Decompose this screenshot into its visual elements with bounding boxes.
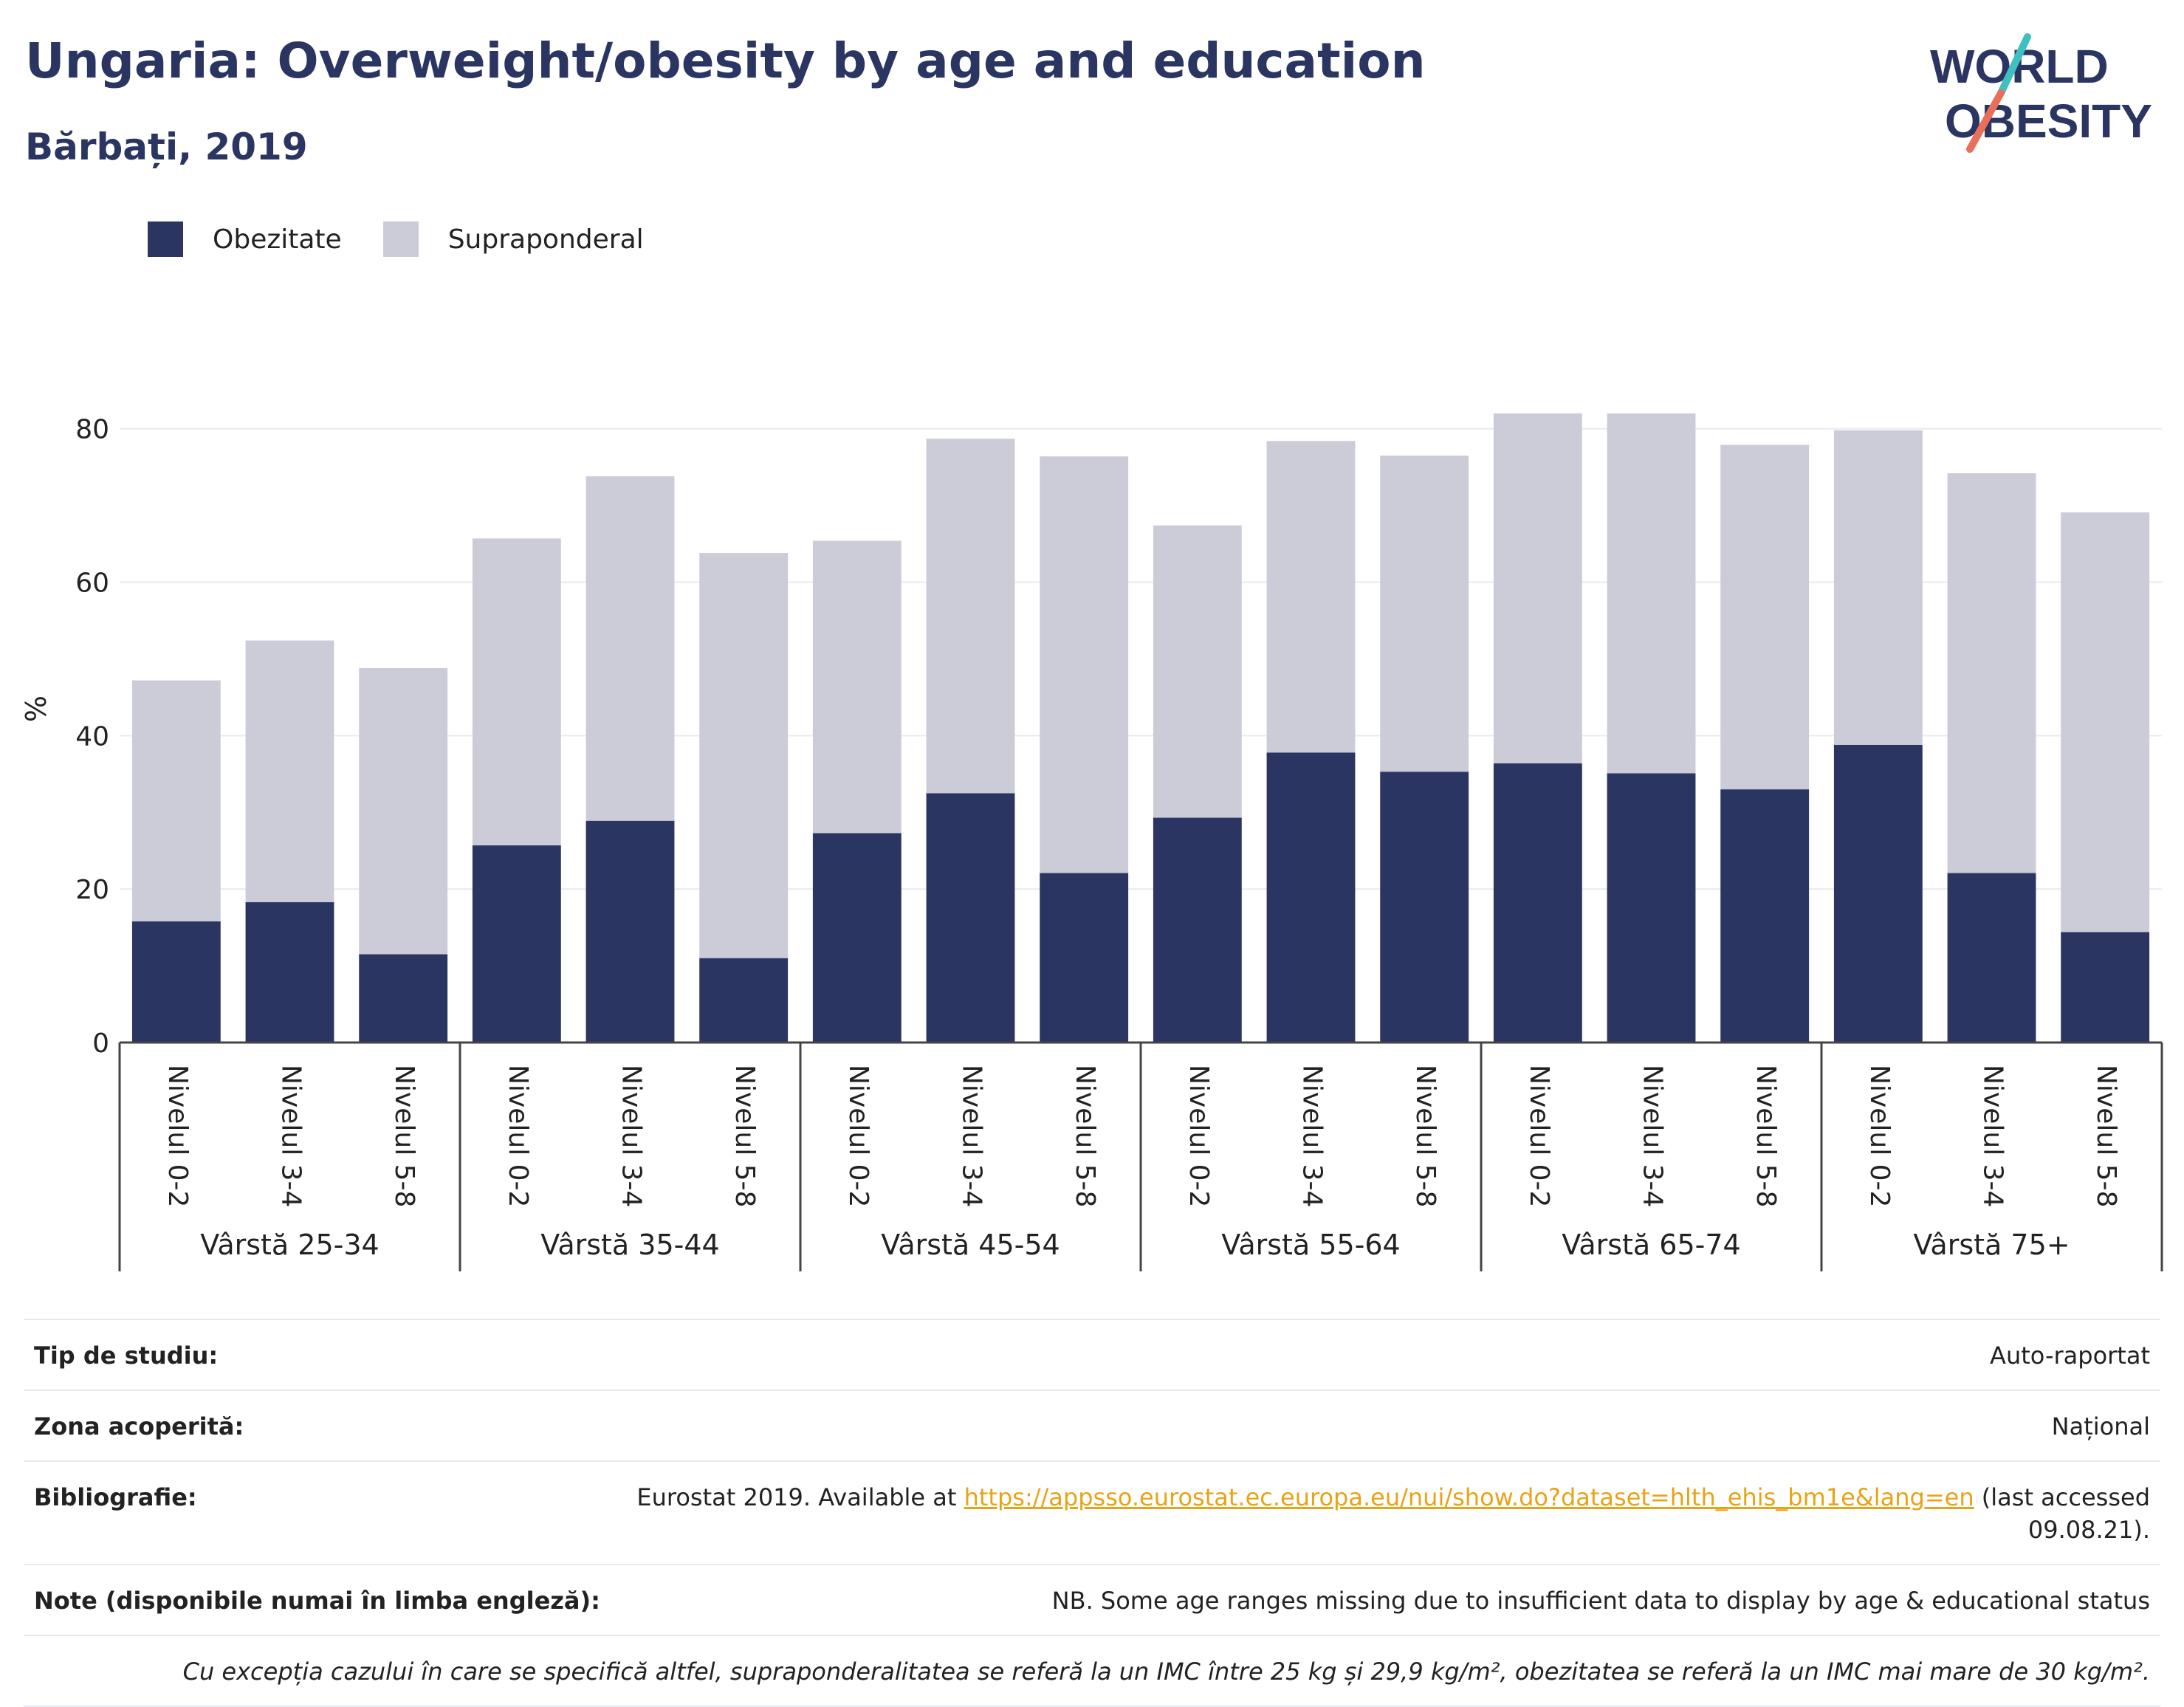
bar-supraponderal	[2061, 512, 2150, 933]
group-label: Vârstă 65-74	[1562, 1229, 1740, 1261]
x-tick-label: Nivelul 5-8	[729, 1065, 760, 1207]
x-tick-label: Nivelul 3-4	[1638, 1065, 1668, 1207]
x-tick-label: Nivelul 0-2	[843, 1065, 873, 1207]
bar-supraponderal	[1833, 430, 1923, 745]
x-tick-label: Nivelul 5-8	[1070, 1065, 1100, 1207]
bar-obezitate	[1493, 763, 1582, 1043]
bar-supraponderal	[245, 640, 334, 902]
bar-obezitate	[245, 901, 334, 1043]
logo-accent-teal	[1997, 33, 2031, 97]
bar-obezitate	[1153, 817, 1242, 1043]
x-tick-label: Nivelul 3-4	[276, 1065, 306, 1207]
info-label: Note (disponibile numai în limba engleză…	[34, 1587, 600, 1615]
bar-supraponderal	[586, 476, 675, 821]
x-tick-label: Nivelul 0-2	[1524, 1065, 1554, 1207]
y-tick-label: 60	[75, 569, 109, 599]
bar-chart: 0 20 40 60 80% Nivelul 0-2 Nivelul 3-4 Nivelul …	[20, 413, 2163, 1271]
info-label: Bibliografie:	[34, 1483, 197, 1511]
bar-supraponderal	[699, 553, 789, 958]
bar-obezitate	[812, 833, 902, 1043]
info-row-tip-studiu: Tip de studiu: Auto-raportat	[24, 1320, 2160, 1391]
info-row-zona: Zona acoperită: Național	[24, 1391, 2160, 1462]
bar-obezitate	[1380, 772, 1469, 1043]
info-value: Eurostat 2019. Available at https://apps…	[629, 1481, 2150, 1546]
x-tick-label: Nivelul 3-4	[1297, 1065, 1328, 1207]
bar-supraponderal	[1493, 413, 1582, 763]
chart-title: Ungaria: Overweight/obesity by age and e…	[25, 32, 1426, 89]
group-label: Vârstă 55-64	[1221, 1229, 1400, 1261]
bar-obezitate	[1607, 773, 1696, 1043]
x-tick-label: Nivelul 5-8	[389, 1065, 419, 1207]
bar-supraponderal	[1607, 413, 1696, 774]
group-label: Vârstă 75+	[1913, 1229, 2070, 1261]
info-value: NB. Some age ranges missing due to insuf…	[1051, 1587, 2150, 1615]
y-tick-label: 40	[75, 721, 109, 752]
x-tick-label: Nivelul 0-2	[1184, 1065, 1214, 1207]
bar-obezitate	[1720, 789, 1810, 1043]
bibliography-suffix: (last accessed 09.08.21).	[1974, 1483, 2150, 1544]
info-table: Tip de studiu: Auto-raportat Zona acoper…	[24, 1319, 2160, 1707]
bar-supraponderal	[1266, 441, 1356, 753]
world-obesity-logo: WORLD OBESITY	[1930, 33, 2152, 153]
bibliography-prefix: Eurostat 2019. Available at	[636, 1483, 964, 1511]
info-row-bibliografie: Bibliografie: Eurostat 2019. Available a…	[24, 1462, 2160, 1565]
group-label: Vârstă 45-54	[881, 1229, 1060, 1261]
bar-obezitate	[2061, 932, 2150, 1043]
bar-supraponderal	[812, 540, 902, 834]
info-label: Tip de studiu:	[34, 1342, 219, 1370]
bar-supraponderal	[131, 680, 221, 921]
logo-accent-coral	[1966, 89, 2005, 153]
chart-legend: Obezitate Supraponderal	[148, 220, 685, 258]
y-tick-label: 20	[75, 875, 109, 905]
x-tick-label: Nivelul 0-2	[162, 1065, 193, 1207]
group-label: Vârstă 25-34	[200, 1229, 379, 1261]
legend-item-obezitate[interactable]: Obezitate	[148, 221, 342, 257]
bar-supraponderal	[926, 439, 1015, 794]
x-tick-label: Nivelul 0-2	[503, 1065, 533, 1207]
legend-swatch-supraponderal	[382, 221, 419, 257]
x-tick-label: Nivelul 5-8	[1410, 1065, 1440, 1207]
bar-supraponderal	[1040, 456, 1129, 873]
bar-obezitate	[926, 793, 1015, 1043]
legend-label-obezitate: Obezitate	[213, 224, 342, 255]
bar-obezitate	[699, 958, 789, 1043]
bar-obezitate	[359, 954, 448, 1043]
info-row-note: Note (disponibile numai în limba engleză…	[24, 1565, 2160, 1636]
y-tick-label: 80	[75, 415, 109, 445]
legend-label-supraponderal: Supraponderal	[447, 224, 644, 255]
bibliography-link[interactable]: https://appsso.eurostat.ec.europa.eu/nui…	[964, 1483, 1974, 1511]
legend-swatch-obezitate	[148, 221, 183, 257]
bar-obezitate	[472, 845, 561, 1043]
bar-supraponderal	[1720, 444, 1810, 790]
x-tick-label: Nivelul 5-8	[2091, 1065, 2121, 1207]
bar-supraponderal	[1380, 456, 1469, 772]
bar-obezitate	[586, 820, 675, 1043]
bar-supraponderal	[472, 538, 561, 845]
legend-item-supraponderal[interactable]: Supraponderal	[382, 221, 644, 257]
y-axis-label: %	[20, 695, 52, 722]
bar-obezitate	[131, 921, 221, 1043]
bar-obezitate	[1266, 752, 1356, 1043]
group-label: Vârstă 35-44	[540, 1229, 719, 1261]
bar-obezitate	[1040, 873, 1129, 1043]
x-tick-label: Nivelul 3-4	[1978, 1065, 2008, 1207]
bar-supraponderal	[1947, 473, 2036, 873]
info-label: Zona acoperită:	[34, 1412, 244, 1440]
bar-supraponderal	[1153, 525, 1242, 818]
y-tick-label: 0	[92, 1028, 109, 1059]
chart-subtitle: Bărbați, 2019	[25, 126, 308, 168]
x-tick-label: Nivelul 3-4	[617, 1065, 647, 1207]
bar-obezitate	[1947, 873, 2036, 1043]
x-tick-label: Nivelul 0-2	[1864, 1065, 1895, 1207]
info-footnote: Cu excepția cazului în care se specifică…	[24, 1636, 2160, 1707]
x-tick-label: Nivelul 5-8	[1751, 1065, 1781, 1207]
info-value: Auto-raportat	[1990, 1342, 2150, 1370]
bar-obezitate	[1833, 744, 1923, 1043]
x-tick-label: Nivelul 3-4	[957, 1065, 987, 1207]
bar-supraponderal	[359, 667, 448, 955]
info-value: Național	[2051, 1412, 2150, 1440]
